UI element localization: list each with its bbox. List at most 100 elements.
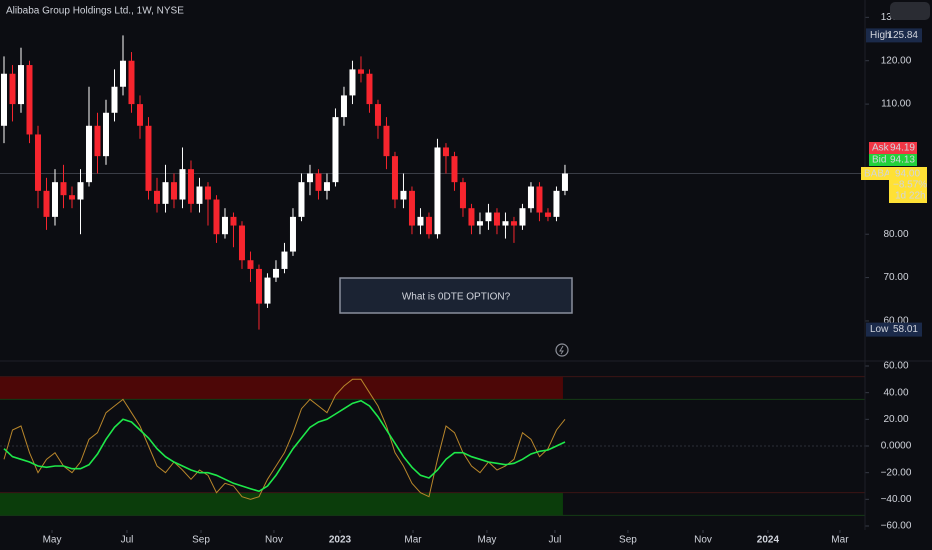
y-tick-label: 60.00 bbox=[883, 361, 908, 372]
candle-body bbox=[9, 73, 16, 105]
last-name: BABA bbox=[864, 169, 891, 180]
candle-body bbox=[17, 65, 24, 105]
candle-body bbox=[221, 216, 228, 235]
last-countdown: 1d 22h bbox=[895, 191, 926, 202]
candle-body bbox=[272, 268, 279, 278]
x-tick-label: Jul bbox=[549, 535, 562, 546]
candle-body bbox=[408, 190, 415, 226]
last-box-name bbox=[861, 167, 889, 180]
candle-body bbox=[561, 173, 568, 191]
x-tick-label: Nov bbox=[265, 535, 283, 546]
candle-body bbox=[153, 190, 160, 204]
mark-layer bbox=[0, 35, 568, 500]
candle-body bbox=[544, 212, 551, 217]
y-tick-label: −60.00 bbox=[881, 521, 912, 532]
extreme-name: High bbox=[870, 30, 891, 41]
y-tick-label: −40.00 bbox=[881, 494, 912, 505]
quote-value: 94.19 bbox=[890, 143, 915, 154]
y-tick-label: 120.00 bbox=[881, 55, 912, 66]
candle-body bbox=[43, 190, 50, 217]
candle-body bbox=[128, 60, 135, 105]
lightning-glyph bbox=[559, 345, 564, 355]
lightning-icon[interactable] bbox=[555, 343, 569, 357]
candle-body bbox=[383, 125, 390, 157]
menu-button[interactable] bbox=[890, 2, 930, 20]
candle-body bbox=[111, 86, 118, 113]
x-tick-label: Sep bbox=[192, 535, 210, 546]
candle-body bbox=[187, 169, 194, 204]
candle-body bbox=[442, 147, 449, 157]
candle-body bbox=[145, 125, 152, 191]
y-tick-label: 70.00 bbox=[883, 272, 908, 283]
candle-body bbox=[502, 221, 509, 226]
candle-body bbox=[289, 216, 296, 252]
quote-name: Ask bbox=[872, 143, 890, 154]
candle-body bbox=[553, 190, 560, 217]
y-tick-label: −20.00 bbox=[881, 467, 912, 478]
zone bbox=[0, 376, 563, 400]
zone bbox=[0, 492, 563, 516]
candle-body bbox=[357, 69, 364, 74]
x-tick-label: May bbox=[43, 535, 62, 546]
candle-body bbox=[332, 117, 339, 183]
candle-body bbox=[102, 112, 109, 157]
x-tick-label: Jul bbox=[121, 535, 134, 546]
extreme-value: 125.84 bbox=[887, 30, 918, 41]
candle-body bbox=[536, 186, 543, 213]
annotation: What is 0DTE OPTION? bbox=[402, 292, 511, 303]
candle-body bbox=[60, 182, 67, 196]
y-tick-label: 110.00 bbox=[881, 99, 911, 110]
candle-body bbox=[179, 169, 186, 200]
candle-body bbox=[374, 104, 381, 126]
candle-body bbox=[204, 186, 211, 200]
candle-body bbox=[230, 216, 237, 226]
candle-body bbox=[0, 73, 7, 126]
candle-body bbox=[425, 216, 432, 235]
quote-name: Bid bbox=[872, 155, 886, 166]
extreme-value: 58.01 bbox=[893, 324, 918, 335]
candle-body bbox=[476, 221, 483, 226]
candle-body bbox=[400, 190, 407, 200]
candle-body bbox=[349, 69, 356, 96]
candle-body bbox=[170, 182, 177, 200]
x-tick-label: 2023 bbox=[329, 535, 352, 546]
candle-body bbox=[493, 212, 500, 226]
candle-body bbox=[323, 182, 330, 191]
candle-body bbox=[468, 208, 475, 226]
candle-body bbox=[485, 212, 492, 222]
candle-body bbox=[510, 221, 517, 226]
oscillator-line bbox=[3, 378, 566, 500]
candle-body bbox=[434, 147, 441, 235]
candle-body bbox=[366, 73, 373, 105]
candle-body bbox=[136, 104, 143, 126]
extreme-box bbox=[866, 28, 922, 43]
candle-body bbox=[315, 173, 322, 191]
candle-body bbox=[417, 216, 424, 226]
chart-title: Alibaba Group Holdings Ltd., 1W, NYSE bbox=[6, 6, 184, 17]
x-tick-label: 2024 bbox=[757, 535, 780, 546]
oscillator-line bbox=[3, 399, 566, 493]
candle-body bbox=[77, 182, 84, 200]
quote-value: 94.13 bbox=[890, 155, 915, 166]
candle-body bbox=[196, 186, 203, 204]
candle-body bbox=[51, 182, 58, 217]
candle-body bbox=[459, 182, 466, 209]
x-tick-label: May bbox=[477, 535, 496, 546]
x-tick-label: Mar bbox=[831, 535, 849, 546]
quote-box bbox=[869, 142, 917, 154]
candle-body bbox=[527, 186, 534, 209]
quote-box bbox=[869, 154, 917, 166]
extreme-box bbox=[866, 322, 922, 337]
candle-body bbox=[162, 182, 169, 204]
x-tick-label: Mar bbox=[404, 535, 422, 546]
candle-body bbox=[391, 156, 398, 200]
candle-body bbox=[247, 260, 254, 269]
y-tick-label: 60.00 bbox=[883, 316, 908, 327]
candle-body bbox=[94, 125, 101, 157]
last-box bbox=[889, 167, 927, 203]
candle-body bbox=[85, 125, 92, 183]
candle-body bbox=[264, 277, 271, 304]
